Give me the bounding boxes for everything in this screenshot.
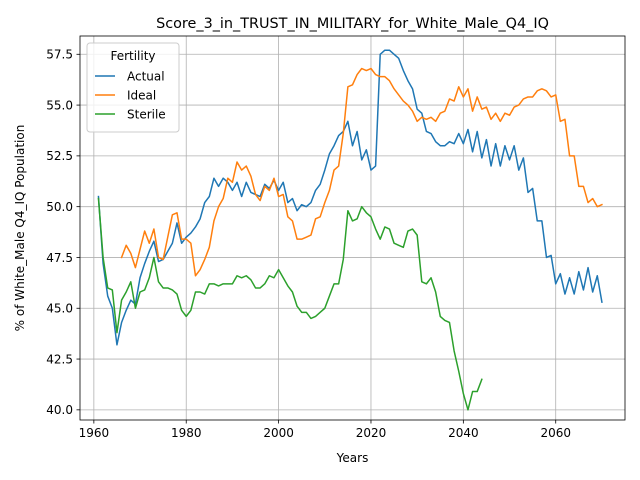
x-tick-label: 1980 [171,426,202,440]
legend-title: Fertility [110,49,155,63]
x-axis-ticks: 1960 1980 2000 2020 2040 2060 [79,420,571,440]
x-tick-label: 2020 [356,426,387,440]
series-line-ideal [120,67,603,277]
grid [80,36,625,420]
x-tick-label: 2000 [263,426,294,440]
y-axis-title: % of White_Male Q4_IQ Population [13,125,27,332]
series-line-sterile [97,197,483,411]
legend-entries: Actual Ideal Sterile [95,70,166,122]
legend-label-ideal: Ideal [127,89,156,103]
y-tick-label: 42.5 [46,352,73,366]
y-tick-label: 45.0 [46,302,73,316]
plot-frame [79,35,626,421]
y-tick-label: 47.5 [46,251,73,265]
y-axis-ticks: 40.0 42.5 45.0 47.5 50.0 52.5 55.0 57.5 [46,48,80,417]
x-tick-label: 2040 [448,426,479,440]
y-tick-label: 40.0 [46,403,73,417]
legend: Fertility Actual Ideal Sterile [86,42,180,133]
legend-label-sterile: Sterile [127,108,166,122]
x-tick-label: 2060 [540,426,571,440]
legend-box [86,42,180,133]
x-tick-label: 1960 [79,426,110,440]
legend-label-actual: Actual [127,70,165,84]
y-tick-label: 52.5 [46,149,73,163]
series-line-actual [97,49,603,346]
series-lines [97,49,603,411]
chart-title: Score_3_in_TRUST_IN_MILITARY_for_White_M… [156,16,549,32]
y-tick-label: 50.0 [46,200,73,214]
y-tick-label: 57.5 [46,48,73,62]
x-axis-title: Years [336,451,369,465]
y-tick-label: 55.0 [46,98,73,112]
